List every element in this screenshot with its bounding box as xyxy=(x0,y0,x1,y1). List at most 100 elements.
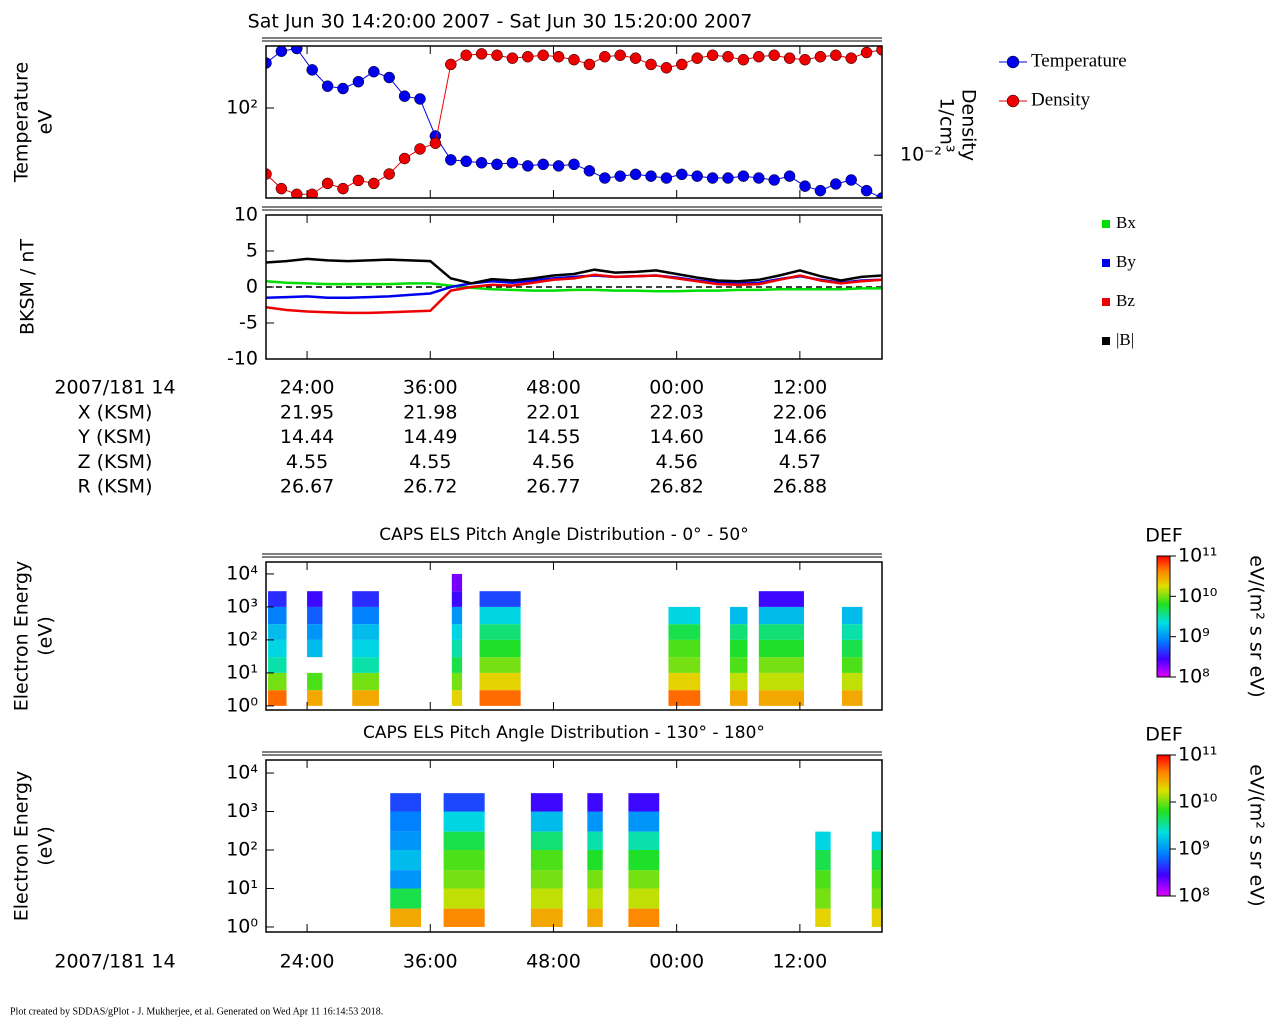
heatmap-cell xyxy=(815,849,831,871)
y-tick-label: 0 xyxy=(246,276,258,298)
page-title: Sat Jun 30 14:20:00 2007 - Sat Jun 30 15… xyxy=(248,11,753,33)
heatmap-cell xyxy=(758,657,804,673)
data-point xyxy=(383,168,395,180)
heatmap-cell xyxy=(390,793,422,812)
legend-label: Temperature xyxy=(1031,50,1127,71)
heatmap-cell xyxy=(390,849,422,871)
ephemeris-value: 26.72 xyxy=(403,476,457,498)
data-point xyxy=(568,158,580,171)
heatmap-cell xyxy=(479,639,521,658)
heatmap-cell xyxy=(352,672,379,691)
heatmap-cell xyxy=(443,849,485,871)
ephemeris-row-label: R (KSM) xyxy=(78,476,153,498)
y-axis-unit: eV xyxy=(35,110,57,135)
y-tick-label: 10³ xyxy=(226,595,258,617)
heatmap-cell xyxy=(628,849,660,871)
panel-title: CAPS ELS Pitch Angle Distribution - 130°… xyxy=(363,723,765,743)
heatmap-cell xyxy=(841,606,863,625)
heatmap-cell xyxy=(451,573,463,592)
heatmap-cell xyxy=(479,591,521,607)
data-point xyxy=(368,177,380,190)
heatmap-cell xyxy=(730,624,748,640)
data-point xyxy=(737,170,750,182)
colorbar-tick-label: 10¹⁰ xyxy=(1178,585,1217,607)
data-point xyxy=(753,50,765,63)
heatmap-cell xyxy=(841,639,863,658)
y-tick-label: 10⁴ xyxy=(226,762,258,784)
heatmap-cell xyxy=(587,908,603,927)
footer: Plot created by SDDAS/gPlot - J. Mukherj… xyxy=(10,1006,383,1017)
plot-frame xyxy=(265,561,883,711)
time-label: 2007/181 14 xyxy=(54,951,175,973)
heatmap-cell xyxy=(352,591,379,607)
data-point xyxy=(614,170,626,182)
series-line xyxy=(266,273,882,315)
colorbar-label: DEF xyxy=(1145,525,1183,547)
data-point xyxy=(475,48,488,60)
ephemeris-value: 26.82 xyxy=(649,476,703,498)
heatmap-cell xyxy=(730,657,748,673)
heatmap-cell xyxy=(587,831,603,850)
heatmap-cell xyxy=(307,624,323,640)
ephemeris-row-label: X (KSM) xyxy=(78,402,153,424)
data-point xyxy=(460,49,472,62)
heatmap-cell xyxy=(307,690,323,706)
heatmap-cell xyxy=(587,811,603,832)
heatmap-cell xyxy=(758,690,804,706)
y-axis-label: BKSM / nT xyxy=(17,239,39,335)
data-point xyxy=(552,50,565,63)
legend-marker xyxy=(1006,55,1020,69)
legend-marker xyxy=(1102,337,1110,345)
colorbar-tick-label: 10⁸ xyxy=(1178,666,1210,688)
x-tick-label: 12:00 xyxy=(772,377,827,399)
heatmap-cell xyxy=(479,657,521,673)
heatmap-cell xyxy=(668,639,701,658)
data-point xyxy=(614,49,626,62)
ephemeris-value: 26.77 xyxy=(526,476,580,498)
heatmap-cell xyxy=(451,606,463,625)
data-point xyxy=(398,90,411,102)
heatmap-cell xyxy=(443,811,485,832)
data-point xyxy=(352,75,365,88)
heatmap-cell xyxy=(628,831,660,850)
heatmap-cell xyxy=(871,849,882,871)
ephemeris-value: 4.55 xyxy=(286,451,328,473)
heatmap-cell xyxy=(530,831,563,850)
y-tick-label: 10¹ xyxy=(226,877,258,899)
data-point xyxy=(645,58,657,71)
heatmap-cell xyxy=(628,793,660,812)
x-tick-label: 24:00 xyxy=(280,377,335,399)
y-axis-unit: (eV) xyxy=(35,826,57,866)
data-point xyxy=(845,174,857,186)
heatmap-cell xyxy=(390,811,422,832)
data-point xyxy=(599,50,611,63)
data-point xyxy=(537,49,549,62)
heatmap-cell xyxy=(451,639,463,658)
ephemeris-value: 14.60 xyxy=(649,426,703,448)
data-point xyxy=(291,46,303,55)
heatmap-cell xyxy=(451,672,463,691)
heatmap-cell xyxy=(530,888,563,909)
legend-marker xyxy=(1102,259,1110,267)
data-point xyxy=(460,155,472,168)
legend-marker xyxy=(1006,94,1020,108)
legend-marker xyxy=(1102,298,1110,306)
heatmap-cell xyxy=(352,606,379,625)
y-tick-label: -10 xyxy=(227,348,258,370)
data-point xyxy=(414,143,426,155)
plot-area xyxy=(268,573,863,706)
data-point xyxy=(691,170,703,182)
heatmap-cell xyxy=(628,888,660,909)
data-point xyxy=(860,184,873,197)
colorbar-unit: eV/(m² s sr eV) xyxy=(1246,555,1268,697)
data-point xyxy=(291,188,303,198)
data-point xyxy=(491,49,503,62)
colorbar xyxy=(1156,754,1171,897)
data-point xyxy=(737,53,750,66)
heatmap-cell xyxy=(587,793,603,812)
heatmap-cell xyxy=(841,624,863,640)
heatmap-cell xyxy=(268,672,287,691)
heatmap-cell xyxy=(530,870,563,889)
heatmap-cell xyxy=(451,657,463,673)
x-tick-label: 48:00 xyxy=(526,951,581,973)
